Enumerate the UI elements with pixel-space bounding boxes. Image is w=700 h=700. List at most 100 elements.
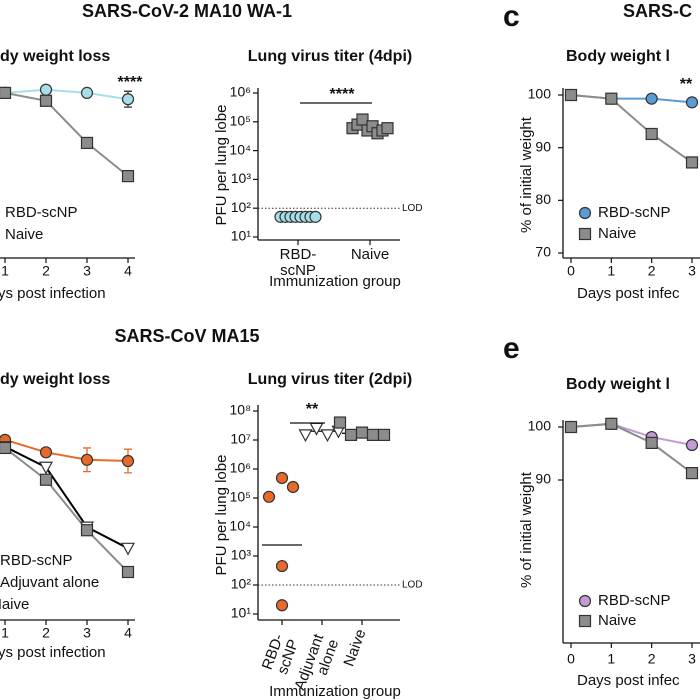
point (645, 436, 658, 449)
annotation: ** (680, 76, 693, 93)
x-axis-label: Immunization group (269, 683, 401, 700)
point (262, 490, 276, 503)
point (366, 428, 380, 441)
point (0, 86, 12, 99)
point (0, 441, 12, 455)
y-tick-label: 10⁷ (230, 431, 251, 447)
chart-title: Body weight l (566, 376, 670, 393)
x-axis-label: Days post infec (577, 285, 680, 302)
y-tick-label: 10⁵ (230, 489, 251, 505)
y-tick-label: 10³ (231, 170, 252, 186)
x-axis-label: Immunization group (269, 273, 401, 290)
y-tick-label: 10⁸ (230, 402, 252, 418)
x-tick-label: RBD-scNP (259, 632, 303, 678)
x-tick-label: 3 (688, 651, 696, 667)
legend-label: Naive (0, 596, 29, 613)
series-line (570, 422, 693, 474)
legend-marker (578, 594, 592, 608)
x-tick-label: 2 (42, 263, 50, 279)
point (80, 453, 94, 466)
legend-label: RBD-scNP (598, 204, 671, 221)
legend-label: Naive (598, 225, 636, 242)
lod-label: LOD (402, 580, 423, 591)
y-tick-label: 10² (231, 199, 252, 215)
header: SARS-C (623, 1, 692, 21)
point (80, 524, 94, 537)
legend-marker (578, 227, 592, 241)
point (685, 438, 699, 452)
y-tick-label: 10⁶ (230, 84, 251, 100)
x-tick-label: 3 (688, 263, 696, 279)
point (645, 92, 658, 105)
point (333, 416, 347, 429)
annotation: ** (306, 401, 319, 418)
point (121, 93, 135, 106)
legend-label: Adjuvant alone (0, 574, 99, 591)
point (645, 127, 658, 141)
point (605, 92, 618, 105)
legend-marker (578, 206, 592, 220)
header: SARS-CoV MA15 (114, 326, 259, 346)
point (38, 461, 54, 475)
chart-title: dy weight loss (0, 371, 110, 388)
y-tick-label: 80 (535, 191, 551, 207)
x-axis-label: Days post infec (577, 672, 680, 689)
series-line (4, 445, 129, 550)
point (121, 565, 135, 579)
point (309, 422, 324, 436)
y-tick-label: 90 (535, 138, 551, 154)
point (320, 429, 335, 443)
point (356, 113, 369, 126)
x-tick-label: 2 (42, 625, 50, 641)
point (39, 473, 53, 486)
header: SARS-CoV-2 MA10 WA-1 (82, 1, 292, 21)
series-line (4, 447, 129, 573)
y-tick-label: 10¹ (231, 605, 252, 621)
legend-marker (578, 614, 592, 628)
y-tick-label: 100 (528, 86, 552, 102)
point (286, 480, 300, 494)
chart-title: dy weight loss (0, 48, 110, 65)
x-tick-label: 3 (83, 263, 91, 279)
y-tick-label: 10⁶ (230, 460, 251, 476)
point (377, 428, 391, 441)
y-tick-label: 90 (535, 471, 551, 487)
chart-title: Body weight l (566, 48, 670, 65)
x-tick-label: 0 (567, 651, 575, 667)
annotation: **** (118, 74, 144, 91)
point (80, 136, 94, 150)
x-tick-label: 3 (83, 625, 91, 641)
x-tick-label: 2 (648, 651, 656, 667)
panel-letter: e (503, 332, 520, 365)
legend-label: RBD-scNP (598, 592, 671, 609)
point (355, 426, 369, 439)
y-tick-label: 10² (231, 576, 252, 592)
legend-label: RBD-scNP (0, 552, 73, 569)
x-tick-label: Naive (351, 246, 389, 263)
series-line (4, 91, 129, 177)
point (39, 446, 53, 459)
point (298, 429, 313, 443)
y-tick-label: 10³ (231, 547, 252, 563)
point (381, 122, 394, 135)
legend-label: RBD-scNP (5, 204, 78, 221)
y-axis-label: PFU per lung lobe (213, 455, 230, 576)
chart-title: Lung virus titer (2dpi) (248, 371, 412, 388)
x-tick-label: 4 (124, 625, 132, 641)
point (275, 599, 289, 612)
x-tick-label: 1 (1, 263, 9, 279)
y-tick-label: 10⁵ (230, 113, 251, 129)
legend-label: Naive (598, 612, 636, 629)
y-tick-label: 100 (528, 418, 552, 434)
lod-label: LOD (402, 203, 423, 214)
point (685, 156, 699, 169)
x-tick-label: 1 (607, 651, 615, 667)
x-tick-label: 1 (1, 625, 9, 641)
annotation: **** (330, 86, 356, 103)
point (685, 467, 699, 480)
x-axis-label: ys post infection (0, 644, 106, 661)
y-axis-label: % of initial weight (518, 116, 535, 233)
chart-title: Lung virus titer (4dpi) (248, 48, 412, 65)
point (121, 170, 135, 183)
